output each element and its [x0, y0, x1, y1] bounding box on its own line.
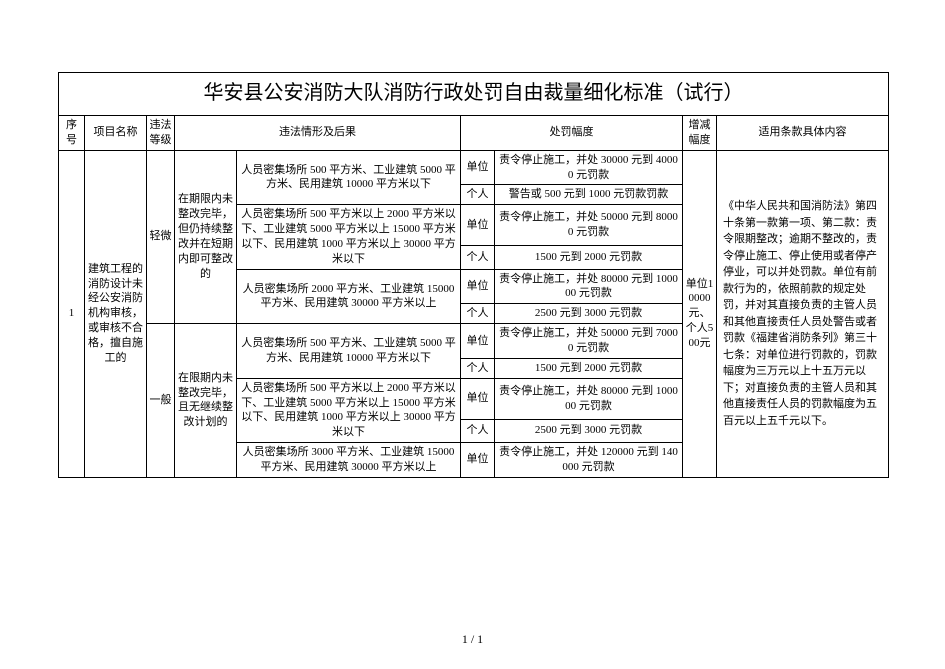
cell-target: 单位 — [461, 269, 495, 304]
cell-target: 个人 — [461, 419, 495, 442]
cell-target: 单位 — [461, 150, 495, 185]
cell-condition: 人员密集场所 2000 平方米、工业建筑 15000 平方米、民用建筑 3000… — [237, 269, 461, 324]
cell-level: 轻微 — [147, 150, 175, 323]
cell-penalty: 责令停止施工，并处 120000 元到 140000 元罚款 — [495, 443, 683, 478]
cell-condition: 人员密集场所 500 平方米以上 2000 平方米以下、工业建筑 5000 平方… — [237, 205, 461, 269]
col-header-penalty: 处罚幅度 — [461, 116, 683, 151]
cell-condition: 人员密集场所 500 平方米以上 2000 平方米以下、工业建筑 5000 平方… — [237, 378, 461, 442]
cell-penalty: 责令停止施工，并处 80000 元到 100000 元罚款 — [495, 269, 683, 304]
document-page: 华安县公安消防大队消防行政处罚自由裁量细化标准（试行）序号项目名称违法等级违法情… — [0, 0, 945, 669]
col-header-lawBasis: 适用条款具体内容 — [717, 116, 889, 151]
penalty-standard-table: 华安县公安消防大队消防行政处罚自由裁量细化标准（试行）序号项目名称违法等级违法情… — [58, 72, 889, 478]
cell-penalty: 警告或 500 元到 1000 元罚款罚款 — [495, 185, 683, 205]
cell-target: 个人 — [461, 304, 495, 324]
col-header-seq: 序号 — [59, 116, 85, 151]
col-header-level: 违法等级 — [147, 116, 175, 151]
cell-penalty: 责令停止施工，并处 50000 元到 70000 元罚款 — [495, 324, 683, 359]
cell-condition: 人员密集场所 500 平方米、工业建筑 5000 平方米、民用建筑 10000 … — [237, 150, 461, 205]
cell-penalty: 责令停止施工，并处 50000 元到 80000 元罚款 — [495, 205, 683, 246]
cell-continuation: 在期限内未整改完毕，但仍持续整改并在短期内即可整改的 — [175, 150, 237, 323]
document-title: 华安县公安消防大队消防行政处罚自由裁量细化标准（试行） — [59, 73, 889, 116]
col-header-adjust: 增减幅度 — [683, 116, 717, 151]
cell-seq: 1 — [59, 150, 85, 477]
cell-continuation: 在限期内未整改完毕，且无继续整改计划的 — [175, 324, 237, 478]
cell-penalty: 1500 元到 2000 元罚款 — [495, 358, 683, 378]
page-number: 1 / 1 — [0, 632, 945, 647]
cell-project-name: 建筑工程的消防设计未经公安消防机构审核，或审核不合格，擅自施工的 — [85, 150, 147, 477]
cell-target: 单位 — [461, 324, 495, 359]
cell-condition: 人员密集场所 500 平方米、工业建筑 5000 平方米、民用建筑 10000 … — [237, 324, 461, 379]
cell-level: 一般 — [147, 324, 175, 478]
cell-target: 单位 — [461, 443, 495, 478]
cell-penalty: 1500 元到 2000 元罚款 — [495, 246, 683, 269]
cell-penalty: 2500 元到 3000 元罚款 — [495, 304, 683, 324]
cell-target: 单位 — [461, 378, 495, 419]
cell-penalty: 责令停止施工，并处 80000 元到 100000 元罚款 — [495, 378, 683, 419]
cell-law-basis: 《中华人民共和国消防法》第四十条第一款第一项、第二款：责令限期整改；逾期不整改的… — [717, 150, 889, 477]
cell-penalty: 2500 元到 3000 元罚款 — [495, 419, 683, 442]
cell-condition: 人员密集场所 3000 平方米、工业建筑 15000 平方米、民用建筑 3000… — [237, 443, 461, 478]
cell-penalty: 责令停止施工，并处 30000 元到 40000 元罚款 — [495, 150, 683, 185]
col-header-projectName: 项目名称 — [85, 116, 147, 151]
cell-target: 个人 — [461, 246, 495, 269]
cell-target: 个人 — [461, 185, 495, 205]
cell-adjust: 单位10000元、个人500元 — [683, 150, 717, 477]
cell-target: 个人 — [461, 358, 495, 378]
col-header-situation: 违法情形及后果 — [175, 116, 461, 151]
cell-target: 单位 — [461, 205, 495, 246]
